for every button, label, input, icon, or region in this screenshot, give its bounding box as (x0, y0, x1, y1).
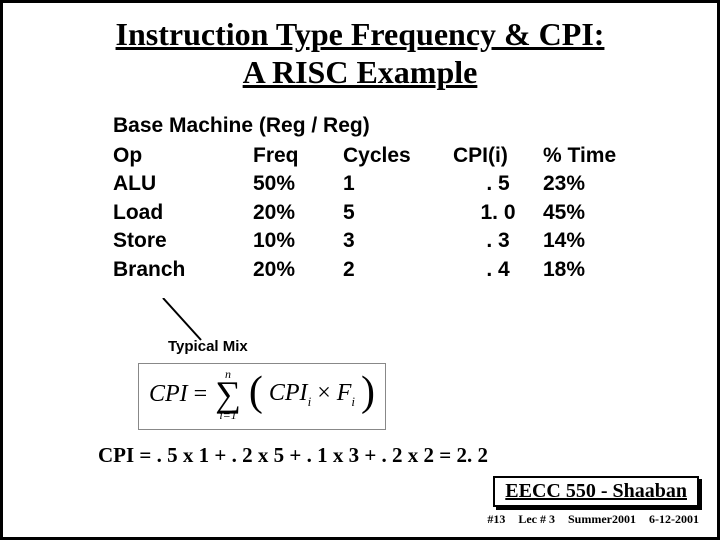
close-paren-icon: ) (361, 378, 375, 407)
term2: F (337, 380, 352, 406)
cell-op: Store (113, 227, 253, 255)
footer-meta: #13 Lec # 3 Summer2001 6-12-2001 (477, 512, 699, 527)
cpi-calculation: CPI = . 5 x 1 + . 2 x 5 + . 1 x 3 + . 2 … (98, 443, 488, 468)
col-time: % Time (543, 142, 643, 170)
cell-time: 23% (543, 170, 643, 198)
footer-date: 6-12-2001 (649, 512, 699, 526)
table-row: Store 10% 3 . 3 14% (113, 227, 687, 255)
cell-cycles: 5 (343, 199, 453, 227)
course-footer: EECC 550 - Shaaban (493, 476, 699, 507)
cell-freq: 10% (253, 227, 343, 255)
title-line-2: A RISC Example (243, 54, 478, 90)
sum-lower: i=1 (219, 409, 236, 421)
term2-sub: i (351, 393, 355, 408)
cell-freq: 20% (253, 199, 343, 227)
col-cpi: CPI(i) (453, 142, 543, 170)
term1: CPI (269, 380, 308, 406)
slide-title: Instruction Type Frequency & CPI: A RISC… (33, 15, 687, 92)
cell-op: Branch (113, 256, 253, 284)
cell-time: 14% (543, 227, 643, 255)
col-cycles: Cycles (343, 142, 453, 170)
formula-lhs: CPI (149, 381, 188, 408)
cell-freq: 50% (253, 170, 343, 198)
sigma-icon: n ∑ i=1 (215, 368, 241, 421)
cell-cycles: 2 (343, 256, 453, 284)
table-row: ALU 50% 1 . 5 23% (113, 170, 687, 198)
cell-cpi: 1. 0 (453, 199, 543, 227)
cell-cpi: . 4 (453, 256, 543, 284)
cell-cpi: . 5 (453, 170, 543, 198)
cell-cycles: 3 (343, 227, 453, 255)
cell-time: 45% (543, 199, 643, 227)
table-row: Branch 20% 2 . 4 18% (113, 256, 687, 284)
footer-slide-num: #13 (487, 512, 505, 526)
col-op: Op (113, 142, 253, 170)
cell-cycles: 1 (343, 170, 453, 198)
footer-term: Summer2001 (568, 512, 636, 526)
term1-sub: i (308, 393, 312, 408)
times: × (317, 380, 331, 406)
cell-op: ALU (113, 170, 253, 198)
cell-cpi: . 3 (453, 227, 543, 255)
subtitle: Base Machine (Reg / Reg) (113, 112, 687, 140)
formula-term: CPIi × Fi (269, 380, 355, 410)
cell-op: Load (113, 199, 253, 227)
table-block: Base Machine (Reg / Reg) Op Freq Cycles … (33, 112, 687, 284)
cpi-formula: CPI = n ∑ i=1 ( CPIi × Fi ) (138, 363, 386, 430)
table-row: Load 20% 5 1. 0 45% (113, 199, 687, 227)
cell-freq: 20% (253, 256, 343, 284)
slide-frame: Instruction Type Frequency & CPI: A RISC… (0, 0, 720, 540)
cell-time: 18% (543, 256, 643, 284)
col-freq: Freq (253, 142, 343, 170)
title-line-1: Instruction Type Frequency & CPI: (116, 16, 605, 52)
table-header-row: Op Freq Cycles CPI(i) % Time (113, 142, 687, 170)
footer-lecture: Lec # 3 (518, 512, 555, 526)
open-paren-icon: ( (249, 378, 263, 407)
typical-mix-label: Typical Mix (168, 338, 248, 355)
formula-eq: = (194, 381, 208, 408)
